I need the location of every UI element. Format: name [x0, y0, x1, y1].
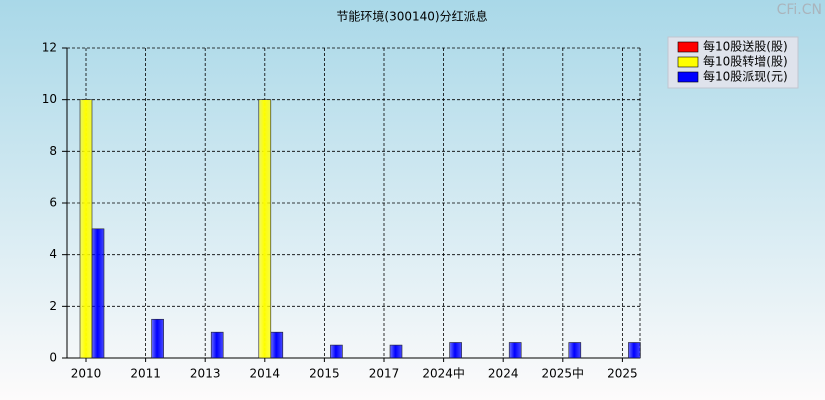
y-tick-label: 12: [42, 41, 57, 55]
y-tick-label: 4: [49, 247, 57, 261]
bar: [389, 344, 403, 359]
x-tick-label: 2011: [130, 367, 161, 381]
bar: [79, 99, 93, 359]
x-tick-label: 2015: [309, 367, 340, 381]
x-tick-label: 2010: [71, 367, 102, 381]
legend-swatch: [677, 56, 699, 68]
legend-label: 每10股转增(股): [703, 54, 788, 69]
bar: [270, 331, 284, 359]
y-tick-label: 0: [49, 351, 57, 365]
bar: [258, 99, 272, 359]
bar: [330, 344, 343, 359]
y-tick-label: 6: [49, 196, 57, 210]
bar: [151, 318, 164, 359]
x-tick-label: 2024中: [422, 366, 465, 381]
legend-label: 每10股送股(股): [703, 39, 788, 54]
x-tick-label: 2025: [607, 367, 638, 381]
bar: [210, 331, 224, 359]
x-tick-label: 2025中: [542, 366, 585, 381]
chart-title: 节能环境(300140)分红派息: [336, 9, 487, 24]
bar: [449, 342, 462, 359]
bar: [568, 342, 582, 359]
legend-swatch: [677, 41, 699, 53]
bar: [91, 228, 105, 359]
x-tick-label: 2013: [190, 367, 221, 381]
x-tick-label: 2024: [488, 367, 519, 381]
bar: [628, 342, 641, 359]
x-tick-label: 2017: [369, 367, 400, 381]
y-tick-label: 2: [49, 299, 57, 313]
watermark: CFi.CN: [777, 2, 822, 18]
legend-swatch: [677, 71, 699, 83]
x-tick-label: 2014: [250, 367, 281, 381]
legend-label: 每10股派现(元): [703, 69, 788, 84]
y-tick-label: 10: [42, 92, 57, 106]
bar: [508, 342, 522, 359]
y-tick-label: 8: [49, 144, 57, 158]
